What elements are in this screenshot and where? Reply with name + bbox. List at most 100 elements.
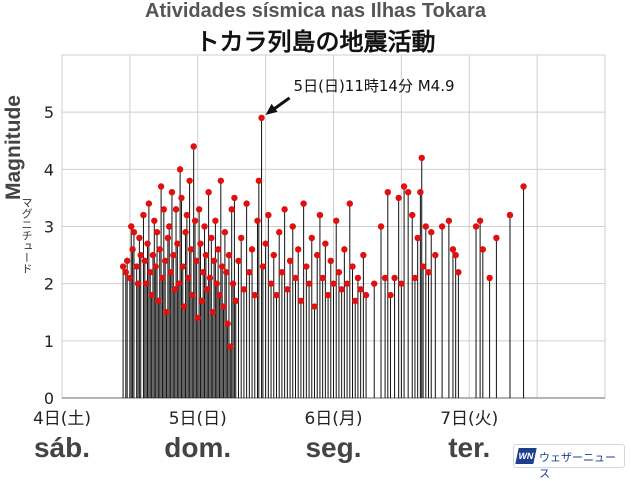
point — [295, 246, 302, 253]
stems — [122, 117, 525, 398]
point — [224, 320, 231, 327]
point — [303, 263, 310, 270]
point — [136, 234, 143, 242]
point — [432, 251, 439, 259]
point — [400, 183, 408, 190]
point — [352, 297, 359, 305]
point — [455, 269, 462, 276]
weathernews-logo-mark: WN — [515, 448, 537, 464]
point — [417, 189, 424, 196]
point — [341, 246, 348, 253]
point — [267, 280, 275, 287]
point — [327, 257, 334, 264]
markers — [119, 114, 527, 350]
x-tick-label: 6日(月) — [304, 409, 362, 429]
point — [281, 206, 288, 213]
point — [324, 291, 332, 299]
point — [152, 263, 159, 270]
y-tick-label: 1 — [44, 332, 54, 351]
y-tick-label: 5 — [44, 103, 54, 122]
point — [314, 251, 321, 259]
point — [225, 251, 233, 259]
point — [179, 263, 187, 270]
point — [377, 223, 385, 230]
point — [422, 223, 430, 230]
point — [142, 280, 150, 287]
point — [387, 291, 394, 299]
x-tick-label: 4日(土) — [33, 409, 91, 429]
point — [346, 200, 353, 207]
point — [149, 251, 157, 259]
point — [449, 246, 457, 253]
point — [357, 286, 364, 293]
point — [157, 183, 165, 190]
point — [305, 280, 313, 287]
point — [191, 217, 199, 224]
point — [155, 297, 162, 305]
point — [384, 189, 391, 196]
point — [216, 291, 223, 299]
point — [170, 251, 177, 259]
point — [237, 234, 245, 242]
point — [273, 291, 280, 299]
point — [438, 223, 446, 230]
point — [381, 274, 389, 282]
point — [148, 291, 155, 299]
point — [212, 217, 219, 224]
point — [360, 251, 367, 259]
point — [479, 246, 487, 253]
day-label-pt: sáb. — [33, 432, 91, 463]
point — [349, 263, 356, 270]
point — [278, 269, 286, 276]
point — [316, 211, 324, 219]
point — [126, 274, 134, 282]
point — [197, 240, 204, 247]
point — [335, 269, 343, 276]
point — [171, 286, 178, 293]
point — [198, 297, 206, 305]
point — [414, 234, 421, 242]
point — [220, 303, 227, 310]
point — [201, 223, 208, 230]
point — [175, 280, 182, 287]
point — [391, 274, 398, 282]
point — [255, 177, 263, 184]
point — [183, 211, 191, 219]
point — [411, 274, 419, 282]
point — [167, 269, 174, 276]
point — [186, 177, 193, 184]
point — [172, 206, 180, 213]
point — [140, 211, 147, 219]
point — [425, 269, 432, 276]
point — [156, 246, 163, 253]
point — [235, 257, 242, 264]
weathernews-logo: WN ウェザーニュース — [513, 444, 625, 480]
point — [398, 280, 405, 287]
point — [311, 303, 318, 310]
point — [159, 274, 166, 282]
point — [270, 251, 277, 259]
y-ticks: 0 1 2 3 4 5 — [44, 103, 54, 408]
point — [520, 183, 527, 190]
point — [284, 286, 291, 293]
point — [144, 240, 151, 247]
point — [297, 297, 305, 305]
weathernews-logo-text: ウェザーニュース — [539, 451, 616, 480]
point — [289, 223, 296, 230]
point — [243, 200, 250, 207]
point — [319, 274, 326, 282]
point — [506, 211, 514, 219]
point — [161, 257, 169, 264]
point — [195, 206, 203, 213]
point — [128, 223, 135, 230]
y-tick-label: 0 — [44, 389, 54, 408]
point — [419, 263, 427, 270]
point — [362, 291, 370, 299]
point — [151, 217, 158, 224]
point — [189, 291, 196, 299]
annotation-arrow-head — [265, 103, 278, 115]
chart-title: Atividades sísmica nas Ilhas Tokara — [145, 0, 486, 22]
point — [333, 217, 340, 224]
point — [119, 263, 127, 270]
